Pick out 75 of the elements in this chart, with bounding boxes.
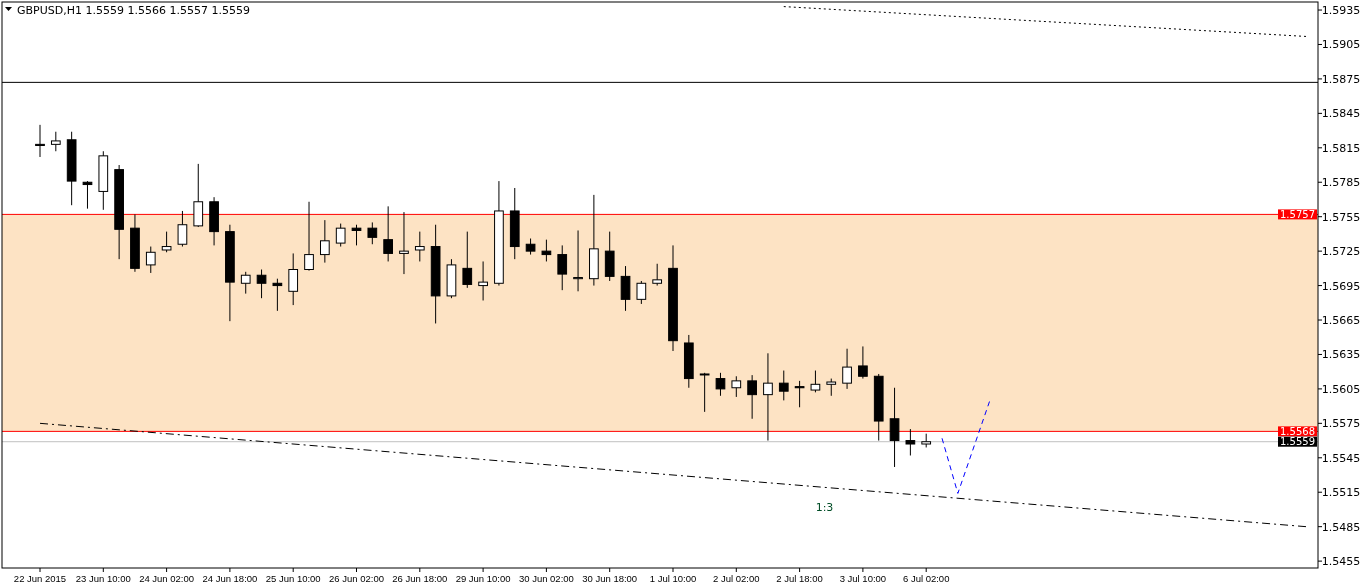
candlestick bbox=[177, 210, 188, 248]
candlestick bbox=[636, 280, 647, 305]
x-tick-label: 25 Jun 10:00 bbox=[265, 573, 321, 584]
y-tick-label: 1.5845 bbox=[1321, 107, 1361, 121]
candlestick bbox=[35, 124, 45, 158]
x-tick-label: 22 Jun 2015 bbox=[13, 573, 67, 584]
candlestick bbox=[161, 231, 172, 253]
ref-line-label: 1.5559 bbox=[1280, 436, 1315, 448]
candlestick bbox=[858, 345, 868, 380]
candlestick bbox=[573, 229, 583, 292]
candlestick bbox=[842, 348, 852, 390]
candlestick bbox=[810, 370, 821, 393]
candlestick bbox=[240, 271, 251, 295]
candlestick bbox=[462, 231, 473, 289]
candlestick bbox=[145, 246, 156, 274]
x-tick-label: 1 Jul 10:00 bbox=[649, 573, 697, 584]
x-tick-label: 30 Jun 02:00 bbox=[518, 573, 574, 584]
candlestick bbox=[905, 428, 916, 456]
chart-title: GBPUSD,H1 1.5559 1.5566 1.5557 1.5559 bbox=[17, 4, 250, 17]
ref-line-label: 1.5568 bbox=[1280, 425, 1315, 437]
candlestick bbox=[778, 370, 789, 401]
candlestick bbox=[794, 380, 805, 408]
candlestick bbox=[620, 265, 631, 312]
candlestick bbox=[763, 352, 773, 442]
candlestick bbox=[478, 260, 488, 301]
candlestick bbox=[715, 372, 726, 397]
x-tick-label: 2 Jul 02:00 bbox=[713, 573, 760, 584]
candlestick bbox=[272, 278, 283, 312]
candlestick bbox=[82, 180, 93, 210]
x-tick-label: 29 Jun 10:00 bbox=[455, 573, 511, 584]
candlestick bbox=[367, 221, 378, 245]
candlestick bbox=[747, 374, 757, 420]
candlestick bbox=[256, 269, 267, 299]
y-tick-label: 1.5905 bbox=[1321, 38, 1361, 52]
annotation: 1:3 bbox=[815, 501, 834, 514]
y-tick-label: 1.5695 bbox=[1321, 279, 1361, 293]
candlestick bbox=[699, 372, 710, 413]
x-tick-label: 30 Jun 18:00 bbox=[582, 573, 638, 584]
candlestick bbox=[383, 205, 393, 262]
candlestick bbox=[335, 223, 346, 248]
candlestick bbox=[399, 211, 409, 275]
y-tick-label: 1.5665 bbox=[1321, 314, 1361, 328]
y-tick-label: 1.5455 bbox=[1321, 555, 1361, 569]
candlestick bbox=[414, 231, 425, 262]
candlestick bbox=[731, 375, 742, 398]
candlestick bbox=[351, 224, 362, 246]
y-tick-label: 1.5575 bbox=[1321, 417, 1361, 431]
y-tick-label: 1.5485 bbox=[1321, 520, 1361, 534]
y-tick-label: 1.5935 bbox=[1321, 4, 1361, 18]
y-tick-label: 1.5875 bbox=[1321, 72, 1361, 86]
y-tick-label: 1.5725 bbox=[1321, 245, 1361, 259]
y-tick-label: 1.5815 bbox=[1321, 141, 1361, 155]
y-tick-label: 1.5755 bbox=[1321, 210, 1361, 224]
x-tick-label: 23 Jun 10:00 bbox=[75, 573, 131, 584]
x-tick-label: 24 Jun 18:00 bbox=[202, 573, 258, 584]
candlestick bbox=[288, 252, 299, 306]
y-tick-label: 1.5605 bbox=[1321, 382, 1361, 396]
x-tick-label: 26 Jun 02:00 bbox=[329, 573, 384, 584]
candlestick bbox=[652, 263, 663, 287]
candlestick bbox=[889, 387, 900, 468]
x-tick-label: 2 Jul 18:00 bbox=[776, 573, 823, 584]
y-tick-label: 1.5785 bbox=[1321, 176, 1361, 190]
candlestick bbox=[320, 219, 330, 264]
y-tick-label: 1.5515 bbox=[1321, 486, 1361, 500]
candlestick bbox=[557, 244, 568, 291]
x-tick-label: 6 Jul 02:00 bbox=[902, 573, 950, 584]
candlestick bbox=[50, 131, 61, 152]
y-tick-label: 1.5545 bbox=[1321, 451, 1361, 465]
x-tick-label: 3 Jul 10:00 bbox=[839, 573, 887, 584]
ref-line-label: 1.5757 bbox=[1280, 208, 1315, 220]
candlestick bbox=[304, 201, 314, 272]
candlestick bbox=[541, 239, 552, 262]
y-tick-label: 1.5635 bbox=[1321, 348, 1361, 362]
x-tick-label: 24 Jun 02:00 bbox=[139, 573, 195, 584]
x-tick-label: 26 Jun 18:00 bbox=[392, 573, 448, 584]
